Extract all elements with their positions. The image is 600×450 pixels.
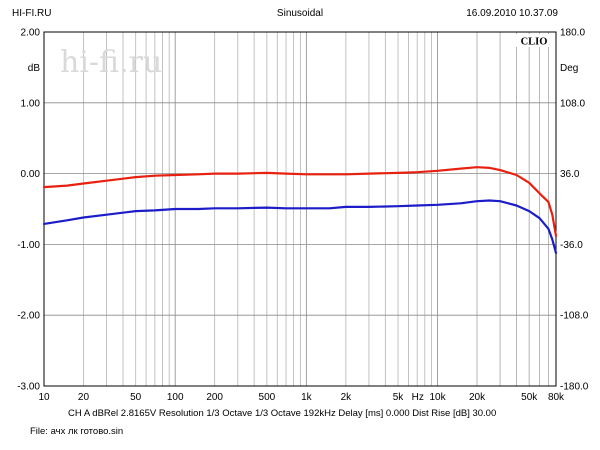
x-tick-label: 20 [78, 392, 90, 403]
x-tick-label: 50 [130, 392, 142, 403]
y-tick-label-left: -2.00 [17, 311, 40, 322]
brand-badge-bg [514, 34, 554, 47]
y-tick-label-right: -108.0 [560, 311, 589, 322]
x-tick-label: 80k [548, 392, 565, 403]
y-tick-label-right: -36.0 [560, 240, 583, 251]
header-site: HI-FI.RU [12, 8, 52, 19]
y-axis-label-left: dB [28, 63, 41, 74]
header-signal-type: Sinusoidal [276, 8, 324, 19]
y-axis-label-right: Deg [560, 63, 578, 74]
y-tick-label-right: -180.0 [560, 382, 589, 393]
y-tick-label-left: 0.00 [21, 169, 41, 180]
file-name: File: ачх лк готово.sin [30, 426, 124, 437]
x-tick-label: 20k [469, 392, 486, 403]
watermark-logo: hi-fi.ru [60, 45, 162, 80]
y-tick-label-right: 36.0 [560, 169, 580, 180]
y-tick-label-right: 108.0 [560, 98, 585, 109]
measurement-settings: CH A dBRel 2.8165V Resolution 1/3 Octave… [68, 408, 497, 419]
series-line [42, 199, 558, 254]
x-tick-label: 100 [167, 392, 184, 403]
series-line [42, 166, 558, 237]
y-tick-label-left: 1.00 [21, 98, 41, 109]
x-tick-label: 200 [206, 392, 223, 403]
x-axis-unit-label: Hz [412, 392, 424, 403]
x-tick-label: 50k [521, 392, 538, 403]
y-tick-label-right: 180.0 [560, 28, 585, 39]
x-tick-label: 10 [38, 392, 50, 403]
x-tick-label: 1k [301, 392, 313, 403]
y-tick-label-left: -1.00 [17, 240, 40, 251]
y-tick-label-left: 2.00 [21, 28, 41, 39]
brand-label: CLIO [521, 37, 548, 48]
plot-frame [43, 31, 557, 387]
x-tick-label: 10k [429, 392, 446, 403]
x-tick-label: 2k [341, 392, 353, 403]
y-tick-label-left: -3.00 [17, 382, 40, 393]
x-tick-label: 5k [393, 392, 405, 403]
header-timestamp: 16.09.2010 10.37.09 [466, 8, 558, 19]
x-tick-label: 500 [259, 392, 276, 403]
